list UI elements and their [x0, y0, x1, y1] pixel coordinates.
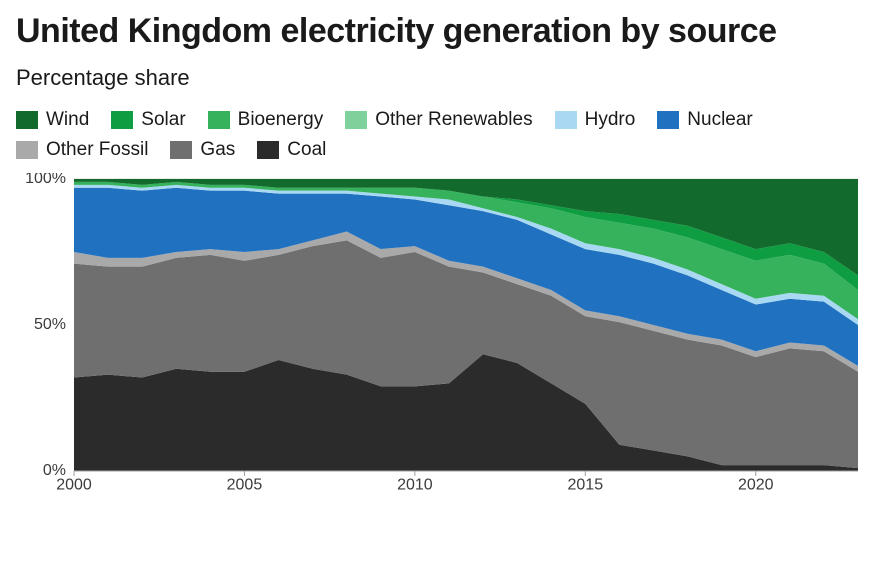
legend-label: Nuclear: [687, 109, 752, 131]
legend-item-bioenergy: Bioenergy: [208, 109, 324, 131]
legend-label: Bioenergy: [238, 109, 324, 131]
legend-item-wind: Wind: [16, 109, 89, 131]
x-tick-label: 2000: [56, 477, 92, 494]
legend-swatch: [345, 111, 367, 129]
y-tick-label: 50%: [34, 316, 66, 333]
legend: Wind Solar Bioenergy Other Renewables Hydro N…: [16, 109, 836, 161]
legend-item-other_renewables: Other Renewables: [345, 109, 532, 131]
legend-swatch: [555, 111, 577, 129]
x-tick-label: 2020: [738, 477, 774, 494]
legend-item-nuclear: Nuclear: [657, 109, 752, 131]
legend-swatch: [16, 141, 38, 159]
legend-label: Gas: [200, 139, 235, 161]
legend-item-hydro: Hydro: [555, 109, 636, 131]
legend-swatch: [16, 111, 38, 129]
legend-swatch: [257, 141, 279, 159]
legend-label: Wind: [46, 109, 89, 131]
legend-label: Other Fossil: [46, 139, 148, 161]
legend-swatch: [170, 141, 192, 159]
legend-item-other_fossil: Other Fossil: [16, 139, 148, 161]
legend-label: Hydro: [585, 109, 636, 131]
legend-label: Other Renewables: [375, 109, 532, 131]
legend-item-coal: Coal: [257, 139, 326, 161]
x-tick-label: 2015: [568, 477, 604, 494]
legend-item-solar: Solar: [111, 109, 185, 131]
chart-title: United Kingdom electricity generation by…: [16, 12, 864, 51]
legend-swatch: [208, 111, 230, 129]
legend-item-gas: Gas: [170, 139, 235, 161]
chart-subtitle: Percentage share: [16, 65, 864, 91]
legend-swatch: [111, 111, 133, 129]
legend-label: Coal: [287, 139, 326, 161]
x-tick-label: 2005: [227, 477, 263, 494]
y-tick-label: 100%: [25, 173, 66, 187]
stacked-area-chart: 0%50%100%20002005201020152020: [16, 173, 864, 499]
x-tick-label: 2010: [397, 477, 433, 494]
legend-swatch: [657, 111, 679, 129]
legend-label: Solar: [141, 109, 185, 131]
